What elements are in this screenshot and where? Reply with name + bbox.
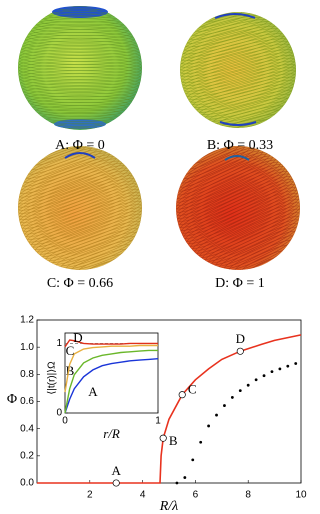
series-label: C: [66, 343, 75, 358]
data-dot: [254, 378, 258, 382]
data-dot: [191, 458, 195, 462]
annotation-marker: [159, 434, 167, 442]
data-dot: [183, 476, 187, 479]
x-tick-label: 2: [87, 490, 93, 501]
panel-caption: C: Φ = 0.66: [47, 276, 113, 291]
data-dot: [230, 396, 234, 399]
x-tick-label: 8: [245, 490, 251, 501]
sphere-a: [18, 6, 142, 130]
series-label: D: [73, 330, 82, 345]
annotation-label: A: [112, 463, 122, 478]
y-tick-label: 0.8: [20, 369, 34, 380]
y-tick-label: 0.2: [20, 450, 34, 461]
x-tick-label: 1: [155, 416, 161, 427]
sphere-b: [179, 11, 297, 129]
annotation-label: B: [169, 433, 178, 448]
data-dot: [278, 367, 282, 371]
x-tick-label: 0: [62, 416, 68, 427]
y-tick-label: 0.4: [20, 423, 34, 434]
data-line: [64, 349, 158, 414]
data-line: [37, 334, 302, 484]
panel-caption: B: Φ = 0.33: [207, 138, 273, 153]
data-dot: [270, 370, 274, 374]
data-dot: [199, 440, 203, 444]
y-axis-label: Φ: [7, 392, 17, 407]
panel-caption: D: Φ = 1: [215, 276, 265, 291]
annotation-label: D: [236, 331, 245, 346]
data-dot: [175, 481, 179, 485]
series-label: A: [88, 384, 98, 399]
x-tick-label: 10: [295, 490, 307, 501]
x-tick-label: 4: [140, 490, 146, 501]
y-tick-label: 1.0: [20, 342, 34, 353]
annotation-label: C: [188, 382, 197, 397]
y-tick-label: 1: [56, 338, 62, 349]
y-tick-label: 0.6: [20, 396, 34, 407]
data-dot: [286, 364, 290, 368]
data-dot: [223, 404, 226, 407]
annotation-marker: [236, 347, 244, 355]
x-axis-label: R/λ: [159, 499, 179, 514]
y-tick-label: 0.0: [20, 478, 34, 489]
data-line: [64, 344, 158, 393]
x-tick-label: 6: [193, 490, 199, 501]
data-dot: [207, 424, 211, 428]
annotation-marker: [178, 391, 186, 399]
data-dot: [215, 413, 218, 417]
series-label: B: [66, 363, 75, 378]
data-dot: [246, 383, 250, 387]
y-tick-label: 1.2: [20, 315, 34, 326]
data-line: [64, 358, 159, 414]
y-tick-label: 0: [56, 408, 62, 419]
data-dot: [238, 389, 242, 393]
panel-caption: A: Φ = 0: [55, 138, 105, 153]
data-dot: [294, 362, 298, 365]
annotation-marker: [112, 479, 120, 487]
x-axis-label: r/R: [103, 426, 120, 441]
y-axis-label: ⟨|t(r)|⟩Ω: [47, 361, 58, 395]
data-dot: [262, 374, 266, 378]
data-line: [64, 339, 158, 348]
